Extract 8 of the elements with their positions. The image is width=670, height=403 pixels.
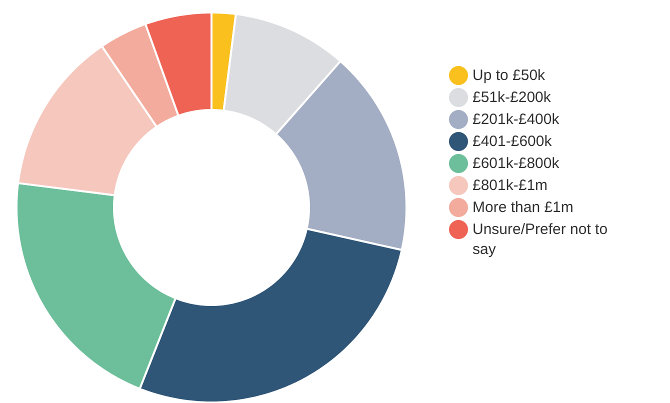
legend-label: £801k-£1m (472, 177, 548, 194)
legend-label: More than £1m (472, 199, 574, 216)
legend-label: £401-£600k (472, 133, 552, 150)
legend-label: Unsure/Prefer not to say (472, 221, 608, 258)
legend-label: Up to £50k (472, 67, 546, 84)
legend-label: £201k-£400k (472, 111, 560, 128)
legend-label: £601k-£800k (472, 155, 560, 172)
legend-label: £51k-£200k (472, 89, 552, 106)
